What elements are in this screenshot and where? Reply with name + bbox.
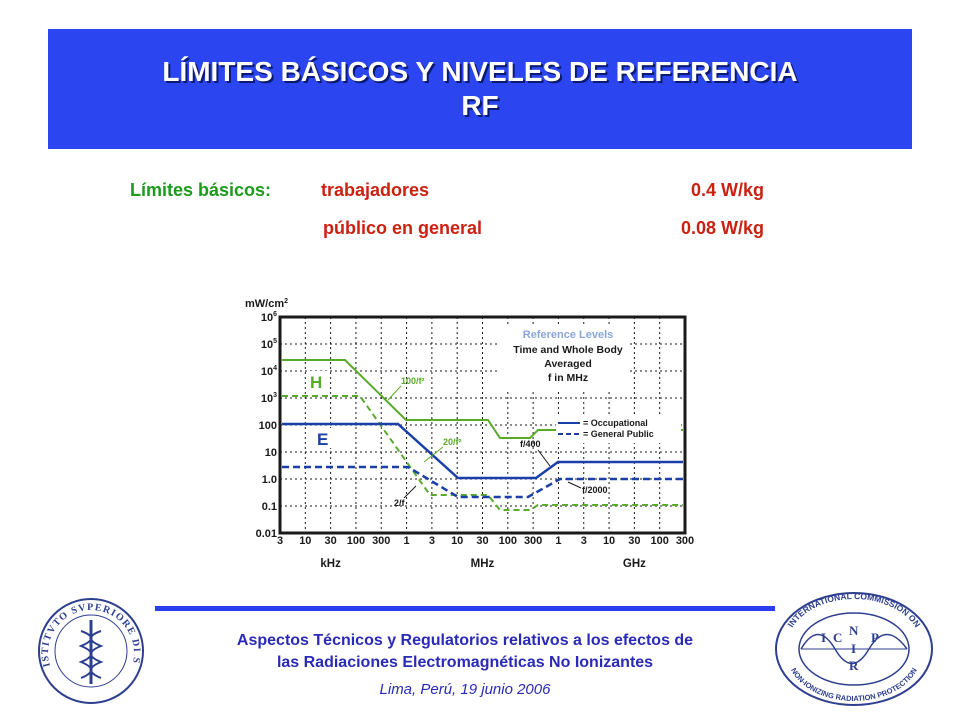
leader-f400: [537, 449, 551, 467]
x-tick-label: 30: [628, 535, 640, 547]
leader-20: [423, 446, 444, 463]
info-line-3: f in MHz: [548, 372, 588, 384]
leader-f2000: [567, 481, 582, 489]
y-unit-label: mW/cm2: [245, 298, 288, 310]
info-line-1: Time and Whole Body: [513, 344, 623, 356]
x-tick-label: 100: [651, 535, 669, 547]
x-tick-label: 10: [603, 535, 615, 547]
label-100-over-f2: 100/f²: [401, 376, 425, 386]
value-workers: 0.4 W/kg: [690, 180, 764, 200]
y-tick-labels: 106 105 104 103 100 10 1.0 0.1 0.01: [256, 311, 278, 540]
leader-100: [387, 385, 402, 401]
iss-logo: ISTITVTO SVPERIORE DI SANITA: [32, 588, 146, 706]
y-tick-label: 100: [259, 420, 277, 432]
footer-line-3: Lima, Perú, 19 junio 2006: [379, 681, 551, 698]
y-tick-label: 10: [265, 447, 277, 459]
label-f-over-2000: f/2000: [582, 485, 608, 495]
label-20-over-f2: 20/f²: [443, 437, 462, 447]
h-occupational-line: [282, 359, 683, 439]
x-group-label: MHz: [471, 558, 495, 570]
svg-text:N: N: [849, 623, 859, 638]
y-tick-label: 105: [261, 338, 277, 351]
x-tick-label: 1: [555, 535, 561, 547]
e-label: E: [317, 430, 328, 449]
h-public-line: [282, 395, 683, 511]
e-public-line: [282, 465, 683, 499]
label-2-over-f: 2/f: [394, 498, 406, 508]
footer-line-2: las Radiaciones Electromagnéticas No Ion…: [276, 654, 654, 671]
x-tick-label: 3: [429, 535, 435, 547]
group-workers: trabajadores: [321, 180, 430, 200]
value-public: 0.08 W/kg: [680, 218, 764, 238]
x-tick-label: 100: [347, 535, 365, 547]
title-banner: LÍMITES BÁSICOS Y NIVELES DE REFERENCIA …: [48, 29, 912, 149]
footer-divider: [155, 606, 775, 611]
x-tick-label: 3: [581, 535, 587, 547]
page-title: LÍMITES BÁSICOS Y NIVELES DE REFERENCIA …: [48, 55, 912, 123]
legend-box: [556, 415, 681, 443]
svg-text:I: I: [821, 630, 826, 645]
info-box: [500, 325, 630, 391]
x-group-label: kHz: [320, 558, 341, 570]
h-label-bg: [308, 371, 328, 391]
footer-line-1: Aspectos Técnicos y Regulatorios relativ…: [236, 632, 694, 649]
h-label: H: [310, 373, 322, 392]
legend-occupational: = Occupational: [583, 418, 648, 428]
x-tick-label: 30: [476, 535, 488, 547]
x-tick-labels: 3 10 30 100 300 1 3 10 30 100 300 1 3 10 30 100 300 kHz MH…: [277, 535, 694, 570]
icnirp-logo: INTERNATIONAL COMMISSION ON NON-IONIZING…: [773, 590, 935, 708]
y-tick-label: 103: [261, 392, 277, 405]
info-line-2: Averaged: [544, 358, 591, 370]
reference-levels-figure: 106 105 104 103 100 10 1.0 0.1 0.01 3 10 30 100 300 1…: [238, 290, 698, 575]
e-label-bg: [315, 428, 333, 448]
y-tick-label: 0.1: [262, 501, 277, 513]
x-tick-label: 300: [524, 535, 542, 547]
svg-text:C: C: [833, 630, 842, 645]
svg-text:R: R: [849, 658, 859, 673]
info-title: Reference Levels: [523, 329, 614, 341]
x-group-label: GHz: [623, 558, 646, 570]
x-tick-label: 300: [372, 535, 390, 547]
label-f-over-400: f/400: [520, 439, 541, 449]
basic-limits-label: Límites básicos:: [130, 180, 272, 200]
legend-public: = General Public: [583, 429, 654, 439]
x-tick-label: 3: [277, 535, 283, 547]
y-tick-label: 0.01: [256, 528, 277, 540]
x-tick-label: 10: [299, 535, 311, 547]
x-tick-label: 300: [676, 535, 694, 547]
page-title-line1: LÍMITES BÁSICOS Y NIVELES DE REFERENCIA: [162, 56, 798, 87]
x-tick-label: 10: [451, 535, 463, 547]
plot-frame: [278, 315, 687, 535]
svg-text:P: P: [871, 630, 879, 645]
svg-text:I: I: [851, 641, 856, 656]
e-occupational-line: [282, 422, 683, 480]
y-tick-label: 106: [261, 311, 277, 324]
x-tick-label: 1: [404, 535, 410, 547]
y-tick-label: 1.0: [262, 474, 277, 486]
page-title-line2: RF: [461, 90, 499, 121]
x-tick-label: 30: [325, 535, 337, 547]
x-tick-label: 100: [499, 535, 517, 547]
y-tick-label: 104: [261, 365, 277, 378]
group-public: público en general: [323, 218, 483, 238]
leader-2f: [403, 485, 417, 499]
